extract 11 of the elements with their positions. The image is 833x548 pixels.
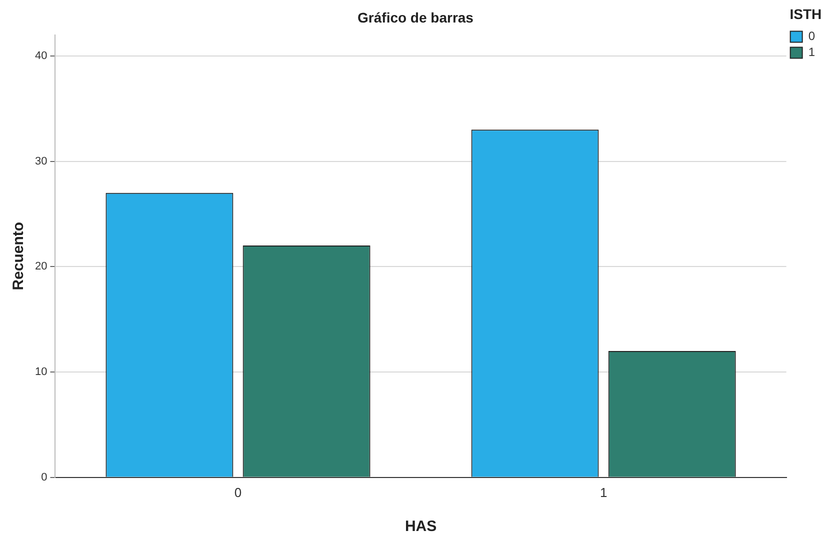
y-tick-label: 30 xyxy=(34,155,48,168)
y-tick-label: 20 xyxy=(34,260,48,273)
y-tick-label: 0 xyxy=(41,471,48,484)
y-tick-label: 40 xyxy=(34,50,48,62)
y-axis-title: Recuento xyxy=(10,222,28,290)
legend-title: ISTH xyxy=(790,6,822,22)
y-tick-label: 10 xyxy=(34,366,48,378)
x-axis-title: HAS xyxy=(404,518,437,536)
legend-label: 0 xyxy=(808,29,816,44)
chart-title: Gráfico de barras xyxy=(358,9,474,26)
legend-label: 1 xyxy=(808,45,816,60)
